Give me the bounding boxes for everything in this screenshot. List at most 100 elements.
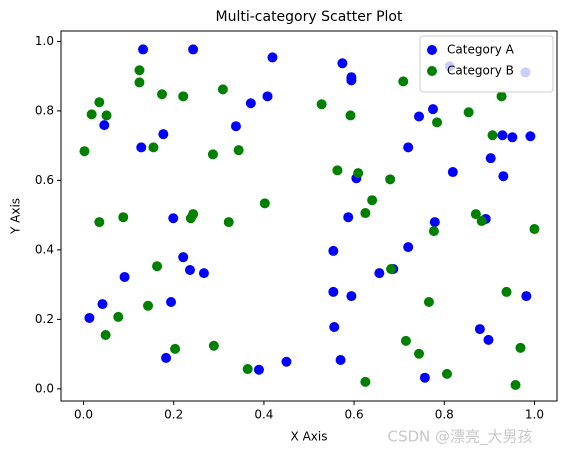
point (353, 168, 364, 179)
point (496, 91, 507, 102)
point (385, 174, 396, 185)
point (374, 268, 385, 279)
point (134, 77, 145, 88)
point (94, 97, 105, 108)
point (245, 98, 256, 109)
point (259, 198, 270, 209)
x-tick-label: 0.2 (164, 408, 183, 422)
x-axis-label: X Axis (291, 430, 328, 444)
watermark: CSDN @漂亮_大男孩 (387, 428, 532, 447)
point (346, 75, 357, 86)
point (253, 364, 264, 375)
point (178, 252, 189, 263)
point (230, 121, 241, 132)
point (403, 242, 414, 253)
legend-marker (427, 45, 437, 55)
point (328, 286, 339, 297)
legend-box (419, 35, 554, 93)
point (158, 129, 169, 140)
point (507, 132, 518, 143)
x-tick-label: 1.0 (525, 408, 544, 422)
x-tick-label: 0.4 (254, 408, 273, 422)
point (188, 209, 199, 220)
point (242, 364, 253, 375)
point (525, 131, 536, 142)
point (101, 110, 112, 121)
point (485, 153, 496, 164)
point (329, 322, 340, 332)
y-tick-label: 0.6 (35, 173, 54, 187)
point (188, 44, 199, 55)
point (510, 380, 521, 391)
point (157, 89, 168, 100)
point (113, 311, 124, 322)
point (414, 111, 425, 122)
point (233, 145, 244, 156)
point (360, 208, 371, 219)
point (138, 44, 149, 55)
x-tick-label: 0.0 (74, 408, 93, 422)
point (346, 291, 357, 302)
point (178, 91, 189, 102)
point (501, 286, 512, 297)
point (335, 355, 346, 366)
point (441, 368, 452, 379)
point (414, 348, 425, 359)
y-tick-label: 0.4 (35, 242, 54, 256)
point (521, 291, 532, 302)
point (474, 324, 485, 335)
point (217, 84, 228, 95)
point (463, 107, 474, 118)
point (119, 271, 130, 282)
point (267, 52, 278, 63)
point (367, 195, 378, 206)
point (343, 212, 354, 223)
point (428, 226, 439, 237)
point (148, 142, 159, 153)
point (281, 356, 292, 367)
point (332, 165, 343, 176)
point (84, 312, 95, 323)
point (166, 296, 177, 307)
point (423, 296, 434, 307)
point (386, 263, 397, 274)
point (168, 213, 179, 224)
point (262, 91, 273, 102)
point (198, 268, 209, 279)
point (99, 120, 110, 131)
plot-frame (60, 30, 558, 402)
chart-title: Multi-category Scatter Plot (216, 9, 403, 25)
y-tick-label: 0.2 (35, 312, 54, 326)
point (398, 76, 409, 87)
legend-marker (427, 66, 437, 76)
point (316, 99, 327, 110)
point (97, 299, 108, 310)
point (223, 217, 234, 228)
point (447, 167, 458, 178)
point (487, 130, 498, 141)
point (100, 329, 111, 340)
point (360, 376, 371, 387)
y-tick-label: 1.0 (35, 34, 54, 48)
point (419, 372, 430, 383)
point (345, 110, 356, 121)
point (136, 142, 147, 153)
point (170, 343, 181, 354)
y-tick-label: 0.8 (35, 103, 54, 117)
point (403, 142, 414, 153)
point (470, 209, 481, 220)
point (337, 58, 348, 69)
y-tick-label: 0.0 (35, 381, 54, 395)
point (483, 334, 494, 345)
point (476, 216, 487, 227)
point (429, 217, 440, 228)
point (328, 245, 339, 256)
point (515, 342, 526, 353)
point (86, 109, 97, 120)
point (152, 261, 163, 272)
point (428, 104, 438, 115)
legend-label: Category B (447, 64, 514, 78)
point (208, 340, 219, 351)
point (184, 265, 195, 276)
